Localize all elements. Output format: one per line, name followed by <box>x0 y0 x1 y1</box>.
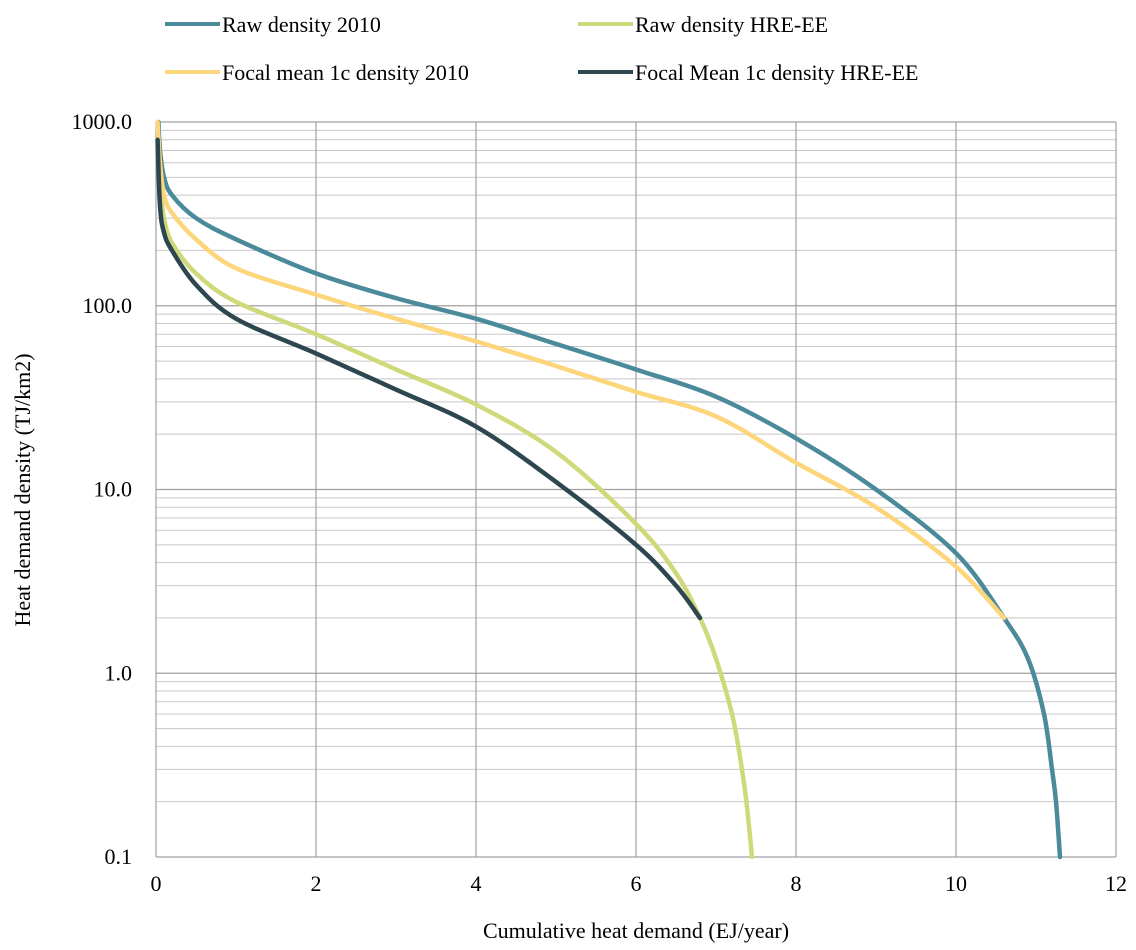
x-axis-label: Cumulative heat demand (EJ/year) <box>483 918 789 943</box>
x-tick-label: 10 <box>945 871 967 896</box>
y-tick-label: 0.1 <box>105 844 133 869</box>
legend-label-raw-2010: Raw density 2010 <box>222 12 381 37</box>
legend-item-raw-2010[interactable]: Raw density 2010 <box>165 12 381 37</box>
legend-label-focal-2010: Focal mean 1c density 2010 <box>222 60 469 85</box>
x-tick-label: 6 <box>631 871 642 896</box>
y-tick-label: 1000.0 <box>72 109 133 134</box>
series-line-raw-2010 <box>156 119 1063 860</box>
y-tick-label: 10.0 <box>94 477 133 502</box>
series-line-focal-hre-ee <box>155 137 703 621</box>
x-tick-label: 2 <box>311 871 322 896</box>
legend-item-focal-hre-ee[interactable]: Focal Mean 1c density HRE-EE <box>578 60 919 85</box>
series-lines <box>155 119 1063 860</box>
legend-item-focal-2010[interactable]: Focal mean 1c density 2010 <box>165 60 469 85</box>
x-tick-label: 0 <box>151 871 162 896</box>
series-line-raw-hre-ee <box>155 137 755 860</box>
series-line-focal-2010 <box>155 119 1007 621</box>
x-tick-label: 8 <box>791 871 802 896</box>
legend: Raw density 2010 Raw density HRE-EE Foca… <box>165 12 919 85</box>
y-tick-label: 100.0 <box>83 293 133 318</box>
x-tick-label: 12 <box>1105 871 1127 896</box>
y-tick-label: 1.0 <box>105 660 133 685</box>
x-tick-label: 4 <box>471 871 482 896</box>
y-axis-label: Heat demand density (TJ/km2) <box>10 353 35 626</box>
x-axis-ticks: 0 2 4 6 8 10 12 <box>151 871 1128 896</box>
legend-label-raw-hre-ee: Raw density HRE-EE <box>635 12 828 37</box>
legend-label-focal-hre-ee: Focal Mean 1c density HRE-EE <box>635 60 919 85</box>
legend-item-raw-hre-ee[interactable]: Raw density HRE-EE <box>578 12 828 37</box>
y-axis-ticks: 1000.0 100.0 10.0 1.0 0.1 <box>72 109 133 869</box>
major-gridlines <box>155 121 1117 858</box>
